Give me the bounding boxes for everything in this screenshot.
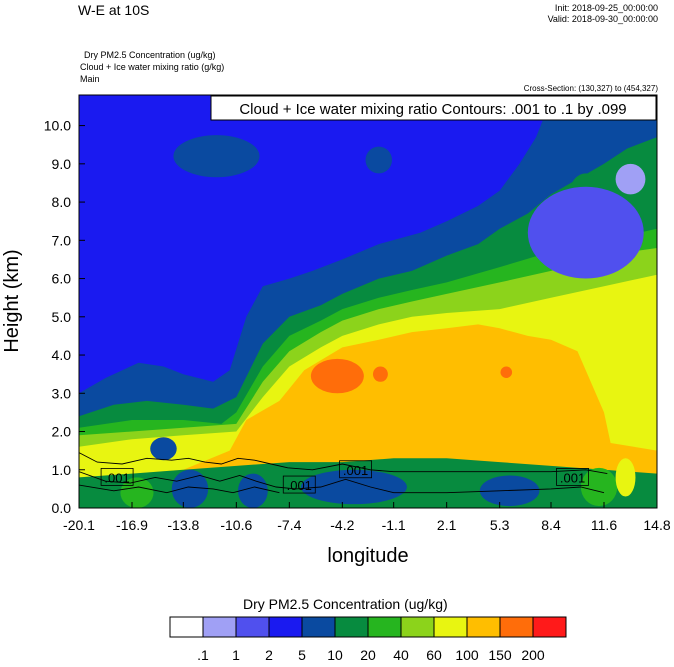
x-tick-label-11: 14.8 [643, 517, 670, 533]
y-tick-label-9: 9.0 [52, 156, 72, 172]
colorbar-swatch-0 [169, 616, 204, 638]
field-patch-1 [372, 366, 388, 382]
colorbar-swatch-2 [235, 616, 270, 638]
variable-label-pm25: Dry PM2.5 Concentration (ug/kg) [84, 50, 216, 60]
x-tick-label-7: 2.1 [437, 517, 457, 533]
contour-label-box-2 [339, 460, 372, 479]
field-patch-4 [365, 146, 393, 174]
contour-label-box-1 [282, 475, 316, 494]
field-patch-13 [580, 467, 618, 507]
y-tick-label-2: 2.0 [52, 424, 72, 440]
contour-line-0 [79, 452, 608, 475]
contour-info-box: Cloud + Ice water mixing ratio Contours:… [210, 95, 657, 121]
x-tick-label-8: 5.3 [490, 517, 510, 533]
x-tick-label-3: -10.6 [220, 517, 252, 533]
colorbar-swatch-1 [202, 616, 237, 638]
colorbar-label-8: 100 [455, 647, 479, 663]
y-tick-label-10: 10.0 [44, 118, 71, 134]
colorbar-swatch-3 [268, 616, 303, 638]
cross-section-label: Cross-Section: (130,327) to (454,327) [523, 84, 658, 93]
init-time: Init: 2018-09-25_00:00:00 [554, 3, 658, 13]
y-tick-label-7: 7.0 [52, 232, 72, 248]
x-axis: -20.1 -16.9 -13.8 -10.6 -7.4 -4.2 -1.1 2.1 5.3 8.… [63, 502, 671, 533]
colorbar-swatch-11 [532, 616, 567, 638]
colorbar-swatch-9 [466, 616, 501, 638]
y-tick-label-6: 6.0 [52, 271, 72, 287]
y-tick-label-4: 4.0 [52, 347, 72, 363]
x-axis-label: longitude [327, 545, 408, 567]
colorbar-swatch-5 [334, 616, 369, 638]
plot-title: W-E at 10S [78, 2, 150, 18]
colorbar-title: Dry PM2.5 Concentration (ug/kg) [243, 596, 448, 612]
field-band-level-9-5 [79, 324, 657, 508]
x-tick-label-10: 11.6 [591, 517, 617, 533]
colorbar-swatch-6 [367, 616, 402, 638]
contour-info-text: Cloud + Ice water mixing ratio Contours:… [239, 101, 626, 118]
concentration-field [79, 95, 657, 508]
y-axis: 0.0 1.0 2.0 3.0 4.0 5.0 6.0 7.0 8.0 9.0 10.0 [44, 118, 85, 516]
colorbar-label-5: 20 [360, 647, 376, 663]
y-axis-label: Height (km) [1, 249, 23, 352]
contour-label-0: .001 [104, 470, 129, 485]
field-patch-3 [173, 135, 260, 178]
colorbar-label-3: 5 [298, 647, 306, 663]
field-patch-7 [150, 437, 177, 461]
field-patch-8 [171, 469, 209, 508]
y-tick-label-0: 0.0 [52, 500, 72, 516]
contour-label-box-3 [556, 468, 589, 486]
field-patch-9 [237, 473, 268, 508]
colorbar: .1 1 2 5 10 20 40 60 100 150 200 [169, 616, 567, 663]
variable-label-main: Main [80, 74, 100, 84]
x-tick-label-1: -16.9 [116, 517, 148, 533]
x-tick-label-4: -7.4 [277, 517, 301, 533]
y-tick-label-5: 5.0 [52, 309, 72, 325]
colorbar-swatch-8 [433, 616, 468, 638]
colorbar-label-6: 40 [393, 647, 409, 663]
field-patch-6 [527, 186, 644, 279]
colorbar-label-7: 60 [426, 647, 442, 663]
colorbar-label-2: 2 [265, 647, 273, 663]
cloud-contours: .001 .001 .001 .001 [79, 452, 608, 494]
contour-line-2 [79, 484, 280, 494]
variable-label-cloud: Cloud + Ice water mixing ratio (g/kg) [80, 62, 225, 72]
colorbar-label-9: 150 [488, 647, 512, 663]
field-patch-15 [615, 163, 646, 195]
colorbar-label-1: 1 [232, 647, 240, 663]
x-tick-label-0: -20.1 [63, 517, 95, 533]
x-tick-label-5: -4.2 [330, 517, 354, 533]
colorbar-label-10: 200 [521, 647, 545, 663]
contour-line-1 [79, 471, 605, 494]
field-patch-10 [300, 469, 407, 505]
colorbar-label-0: .1 [197, 647, 209, 663]
x-tick-label-9: 8.4 [541, 517, 561, 533]
colorbar-swatch-4 [301, 616, 336, 638]
field-patch-0 [310, 358, 364, 394]
contour-label-1: .001 [287, 478, 312, 493]
colorbar-swatch-7 [400, 616, 435, 638]
y-tick-label-1: 1.0 [52, 462, 72, 478]
colorbar-swatch-10 [499, 616, 534, 638]
x-tick-label-6: -1.1 [382, 517, 406, 533]
contour-info-frame [210, 95, 657, 121]
colorbar-label-4: 10 [327, 647, 343, 663]
x-tick-label-2: -13.8 [167, 517, 199, 533]
field-patch-14 [615, 458, 636, 497]
valid-time: Valid: 2018-09-30_00:00:00 [547, 14, 658, 24]
plot-frame [78, 94, 658, 509]
y-tick-label-8: 8.0 [52, 194, 72, 210]
contour-label-3: .001 [560, 470, 585, 485]
contour-label-box-0 [100, 468, 134, 486]
y-tick-label-3: 3.0 [52, 385, 72, 401]
field-patch-2 [500, 366, 513, 378]
contour-label-2: .001 [343, 463, 368, 478]
